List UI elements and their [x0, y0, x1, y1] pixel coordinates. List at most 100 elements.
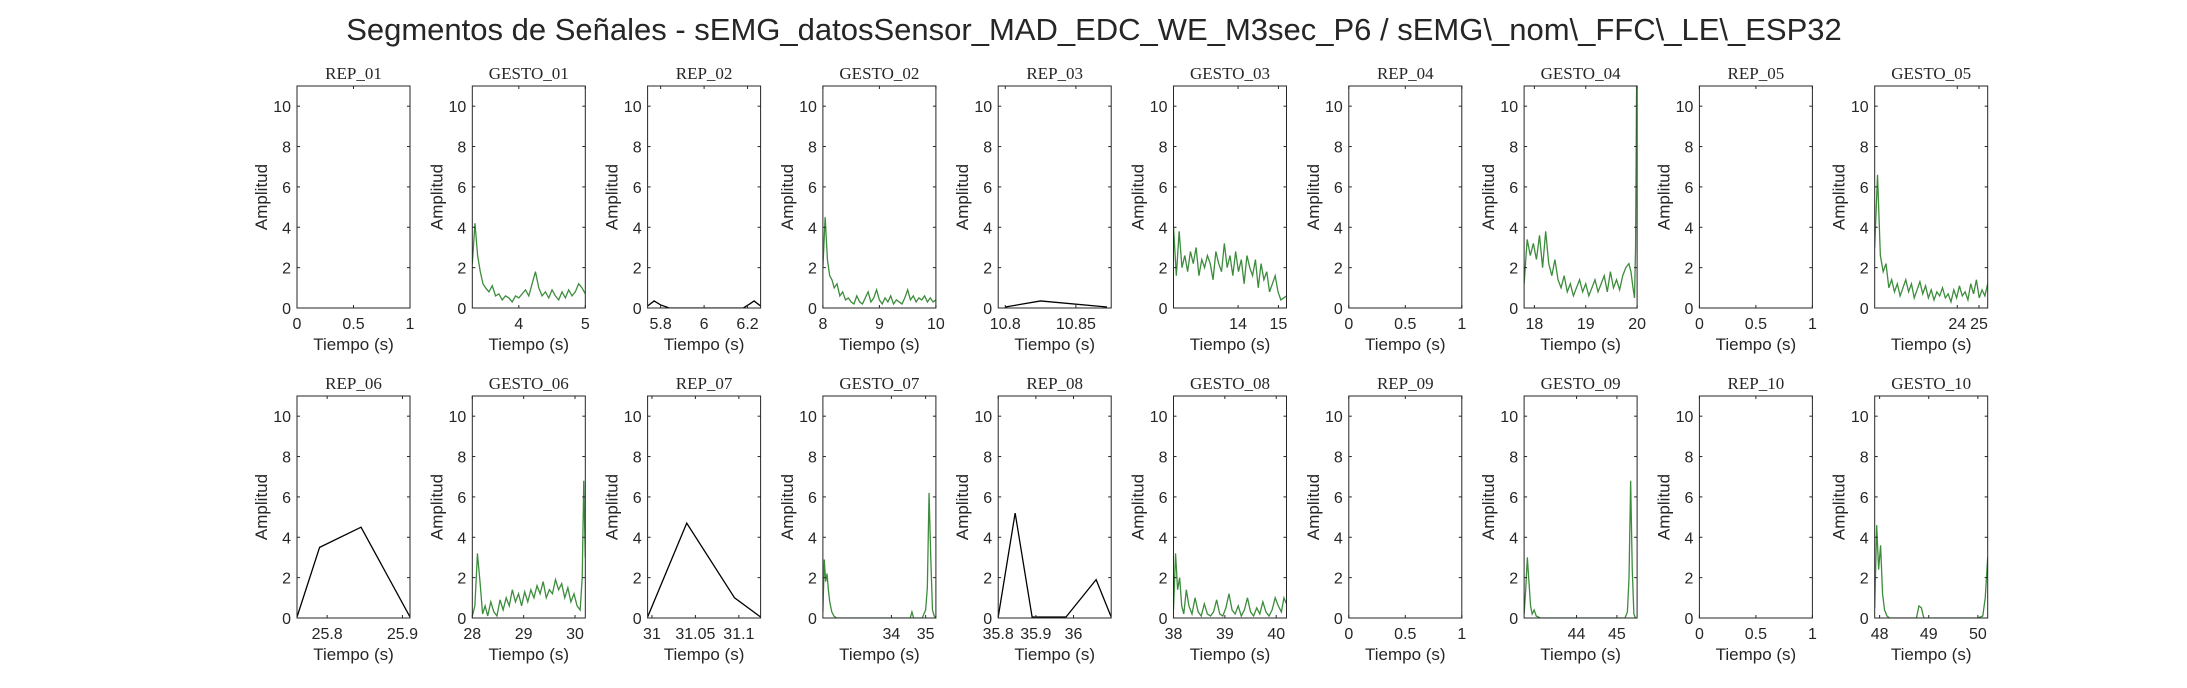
y-tick-label: 2: [983, 571, 992, 588]
subplot-rep-08: 0 2 4 6 8 10 35.8 35.9 36 REP_08 Tiempo (s) Amplitu…: [953, 374, 1112, 664]
x-axis-label: Tiempo (s): [1014, 645, 1095, 664]
x-axis-label: Tiempo (s): [1365, 645, 1446, 664]
subplot-title: GESTO_08: [1190, 374, 1270, 393]
y-tick-label: 8: [282, 450, 291, 467]
y-tick-label: 0: [633, 301, 642, 318]
axes-box: [1523, 395, 1638, 619]
x-tick-label: 0: [293, 316, 302, 333]
x-tick-label: 0.5: [1394, 316, 1416, 333]
x-tick-label: 10.8: [990, 316, 1021, 333]
axes-box: [1348, 395, 1463, 619]
y-tick-label: 8: [808, 140, 817, 157]
y-tick-label: 2: [1860, 261, 1869, 278]
series-line: [1874, 174, 1988, 305]
y-tick-label: 4: [1334, 530, 1343, 547]
x-tick-label: 0.5: [1745, 626, 1767, 643]
y-tick-label: 8: [633, 450, 642, 467]
x-tick-label: 10: [927, 316, 945, 333]
y-tick-label: 2: [1684, 261, 1693, 278]
subplot-title: GESTO_05: [1891, 64, 1971, 83]
y-tick-label: 6: [1860, 180, 1869, 197]
y-tick-label: 8: [1860, 140, 1869, 157]
subplot-title: REP_01: [325, 64, 382, 83]
series-line: [822, 492, 936, 618]
y-tick-label: 10: [1150, 409, 1168, 426]
y-axis-label: Amplitud: [427, 474, 446, 540]
y-tick-label: 2: [1334, 571, 1343, 588]
y-tick-label: 6: [808, 490, 817, 507]
y-tick-label: 8: [457, 450, 466, 467]
subplot-title: GESTO_07: [839, 374, 919, 393]
y-tick-label: 10: [273, 409, 291, 426]
axes-box: [296, 85, 411, 309]
subplot-title: GESTO_03: [1190, 64, 1270, 83]
x-tick-label: 8: [818, 316, 827, 333]
y-axis-label: Amplitud: [1304, 474, 1323, 540]
x-tick-label: 1: [1457, 626, 1466, 643]
y-tick-label: 2: [1509, 261, 1518, 278]
x-tick-label: 29: [515, 626, 533, 643]
subplot-rep-05: 0 2 4 6 8 10 0 0.5 1 REP_05 Tiempo (s) Amplitud: [1654, 64, 1817, 354]
y-tick-label: 4: [808, 220, 817, 237]
y-tick-label: 2: [457, 571, 466, 588]
x-axis-label: Tiempo (s): [488, 335, 569, 354]
y-tick-label: 0: [1334, 611, 1343, 628]
y-tick-label: 0: [282, 301, 291, 318]
subplot-gesto-10: 0 2 4 6 8 10 48 49 50 GESTO_10 Tiempo (s) Amplitud: [1830, 374, 1989, 664]
y-tick-label: 10: [974, 99, 992, 116]
y-tick-label: 8: [1334, 450, 1343, 467]
y-tick-label: 4: [1509, 530, 1518, 547]
y-axis-label: Amplitud: [1479, 164, 1498, 230]
x-axis-label: Tiempo (s): [1365, 335, 1446, 354]
y-tick-label: 2: [1159, 571, 1168, 588]
axes-box: [1173, 85, 1287, 309]
y-tick-label: 0: [983, 301, 992, 318]
y-tick-label: 0: [808, 301, 817, 318]
y-tick-label: 6: [457, 490, 466, 507]
y-tick-label: 4: [633, 530, 642, 547]
y-tick-label: 10: [449, 99, 467, 116]
x-tick-label: 0: [1344, 316, 1353, 333]
x-tick-label: 0.5: [342, 316, 364, 333]
y-tick-label: 2: [457, 261, 466, 278]
subplot-title: REP_04: [1377, 64, 1434, 83]
y-tick-label: 4: [457, 220, 466, 237]
y-axis-label: Amplitud: [1830, 164, 1849, 230]
subplot-title: REP_02: [676, 64, 733, 83]
y-tick-label: 8: [457, 140, 466, 157]
y-tick-label: 10: [1851, 99, 1869, 116]
x-axis-label: Tiempo (s): [313, 645, 394, 664]
x-axis-label: Tiempo (s): [1891, 335, 1972, 354]
y-tick-label: 10: [1676, 409, 1694, 426]
x-tick-label: 0: [1344, 626, 1353, 643]
x-tick-label: 0: [1695, 626, 1704, 643]
axes-box: [1348, 85, 1463, 309]
y-axis-label: Amplitud: [1654, 474, 1673, 540]
y-tick-label: 0: [1159, 301, 1168, 318]
series-line: [1173, 227, 1287, 301]
x-tick-label: 48: [1871, 626, 1889, 643]
x-tick-label: 31.05: [675, 626, 715, 643]
y-axis-label: Amplitud: [778, 164, 797, 230]
y-tick-label: 8: [1860, 450, 1869, 467]
y-tick-label: 4: [282, 220, 291, 237]
series-line: [647, 521, 761, 618]
subplot-title: REP_10: [1728, 374, 1785, 393]
x-tick-label: 49: [1920, 626, 1938, 643]
x-tick-label: 15: [1270, 316, 1288, 333]
y-tick-label: 2: [808, 571, 817, 588]
y-axis-label: Amplitud: [778, 474, 797, 540]
y-tick-label: 8: [282, 140, 291, 157]
y-tick-label: 6: [808, 180, 817, 197]
y-axis-label: Amplitud: [1304, 164, 1323, 230]
subplot-gesto-06: 0 2 4 6 8 10 28 29 30 GESTO_06 Tiempo (s) Amplitud: [427, 374, 586, 664]
y-tick-label: 10: [799, 409, 817, 426]
x-tick-label: 0: [1695, 316, 1704, 333]
series-line: [1524, 86, 1638, 299]
y-tick-label: 0: [1860, 301, 1869, 318]
y-axis-label: Amplitud: [1654, 164, 1673, 230]
series-line: [1874, 525, 1988, 618]
y-tick-label: 0: [457, 611, 466, 628]
x-tick-label: 31: [643, 626, 661, 643]
